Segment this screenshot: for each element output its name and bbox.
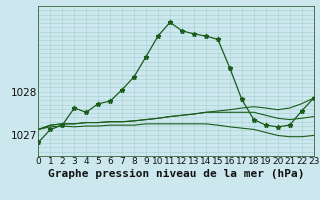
X-axis label: Graphe pression niveau de la mer (hPa): Graphe pression niveau de la mer (hPa) bbox=[48, 169, 304, 179]
